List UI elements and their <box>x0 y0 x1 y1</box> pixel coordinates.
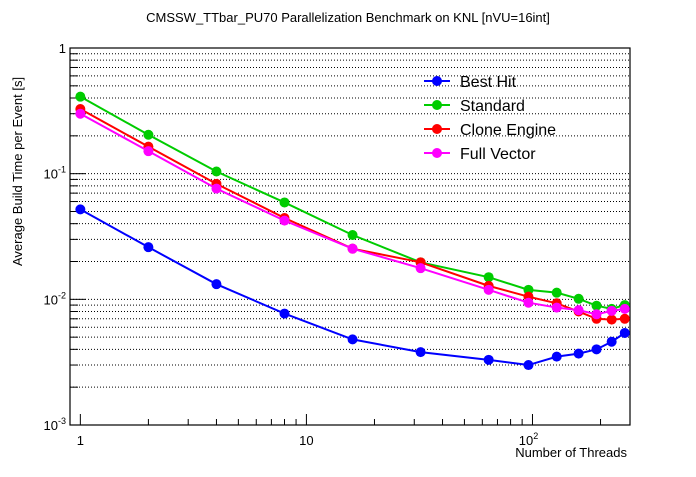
data-point <box>483 284 494 295</box>
data-point <box>143 146 154 157</box>
legend-label: Best Hit <box>460 74 517 91</box>
data-point <box>606 336 617 347</box>
data-point <box>606 305 617 316</box>
data-point <box>619 303 630 314</box>
data-point <box>606 314 617 325</box>
x-axis-label: Number of Threads <box>515 445 627 460</box>
data-point <box>211 279 222 290</box>
data-point <box>415 263 426 274</box>
data-point <box>523 360 534 371</box>
data-point <box>619 313 630 324</box>
data-point <box>573 348 584 359</box>
legend-label: Full Vector <box>460 146 536 163</box>
data-point <box>591 309 602 320</box>
data-point <box>591 300 602 311</box>
data-point <box>347 230 358 241</box>
data-point <box>591 344 602 355</box>
data-point <box>551 302 562 313</box>
data-point <box>523 284 534 295</box>
y-tick-label: 10-1 <box>44 165 66 182</box>
y-tick-label: 10-3 <box>44 416 66 433</box>
data-point <box>573 293 584 304</box>
legend-marker <box>432 148 442 158</box>
x-tick-label: 1 <box>77 433 84 448</box>
data-point <box>347 243 358 254</box>
x-tick-label: 10 <box>299 433 313 448</box>
legend-label: Clone Engine <box>460 122 556 139</box>
data-point <box>619 327 630 338</box>
series-line-2 <box>79 108 625 321</box>
x-tick-label: 102 <box>519 431 538 448</box>
data-point <box>211 166 222 177</box>
data-point <box>75 108 86 119</box>
data-point <box>573 305 584 316</box>
series-line-3 <box>79 112 625 316</box>
data-point <box>143 242 154 253</box>
data-point <box>551 287 562 298</box>
y-axis-label: Average Build Time per Event [s] <box>10 77 25 266</box>
legend-marker <box>432 124 442 134</box>
data-point <box>211 183 222 194</box>
y-tick-label: 1 <box>59 41 66 56</box>
legend-marker <box>432 76 442 86</box>
y-tick-label: 10-2 <box>44 290 66 307</box>
legend-label: Standard <box>460 98 525 115</box>
plot-frame <box>69 47 631 426</box>
data-point <box>483 272 494 283</box>
data-point <box>279 215 290 226</box>
data-point <box>75 91 86 102</box>
data-point <box>483 354 494 365</box>
data-point <box>279 197 290 208</box>
legend-marker <box>432 100 442 110</box>
data-point <box>551 351 562 362</box>
data-point <box>347 334 358 345</box>
data-point <box>279 308 290 319</box>
data-point <box>523 297 534 308</box>
data-point <box>415 347 426 358</box>
chart-title: CMSSW_TTbar_PU70 Parallelization Benchma… <box>146 10 550 25</box>
data-point <box>143 129 154 140</box>
data-point <box>75 204 86 215</box>
